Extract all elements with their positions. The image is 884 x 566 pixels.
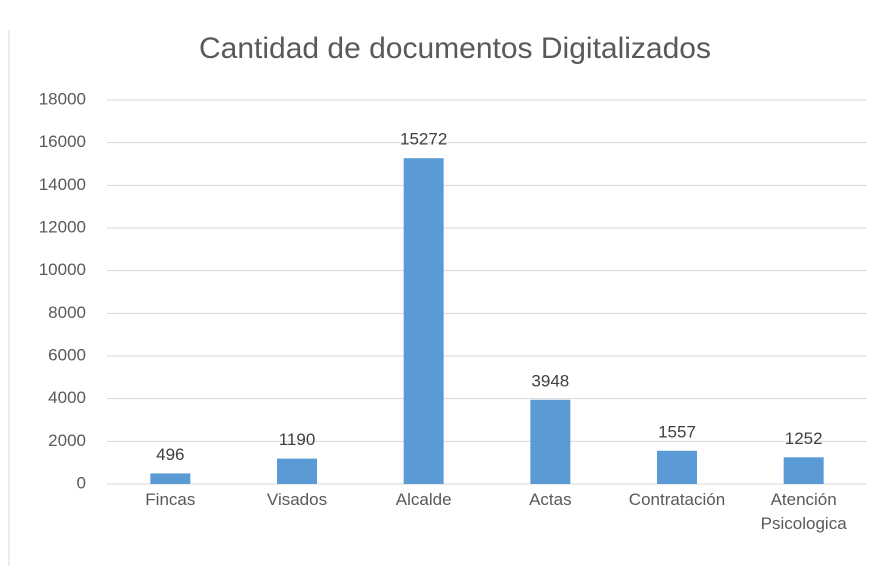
x-tick-label: Fincas [145, 490, 196, 509]
bar [150, 473, 191, 484]
bar [783, 457, 824, 484]
x-tick-label: Contratación [628, 490, 726, 509]
y-tick-label: 12000 [39, 217, 86, 236]
y-tick-label: 16000 [39, 132, 86, 151]
bar [277, 458, 317, 484]
y-tick-label: 18000 [39, 89, 86, 108]
y-tick-label: 10000 [39, 260, 86, 279]
x-tick-label: Actas [529, 490, 572, 509]
x-tick-label: Atención Psicologica [760, 490, 847, 533]
y-tick-label: 4000 [48, 388, 86, 407]
chart-title: Cantidad de documentos Digitalizados [199, 32, 711, 65]
y-tick-label: 2000 [48, 431, 86, 450]
y-tick-label: 14000 [39, 175, 86, 194]
data-label: 496 [156, 445, 184, 464]
data-label: 3948 [531, 371, 569, 390]
bar [403, 158, 444, 484]
bar [657, 450, 697, 484]
data-label: 1252 [785, 429, 823, 448]
y-tick-label: 8000 [48, 303, 86, 322]
x-tick-label: Alcalde [395, 490, 452, 509]
data-label: 1190 [279, 430, 316, 449]
data-label: 1557 [658, 422, 696, 441]
y-tick-label: 0 [77, 473, 86, 492]
bar [530, 399, 571, 484]
y-tick-label: 6000 [48, 345, 86, 364]
x-tick-label: Visados [266, 490, 328, 509]
data-label: 15272 [400, 130, 447, 149]
